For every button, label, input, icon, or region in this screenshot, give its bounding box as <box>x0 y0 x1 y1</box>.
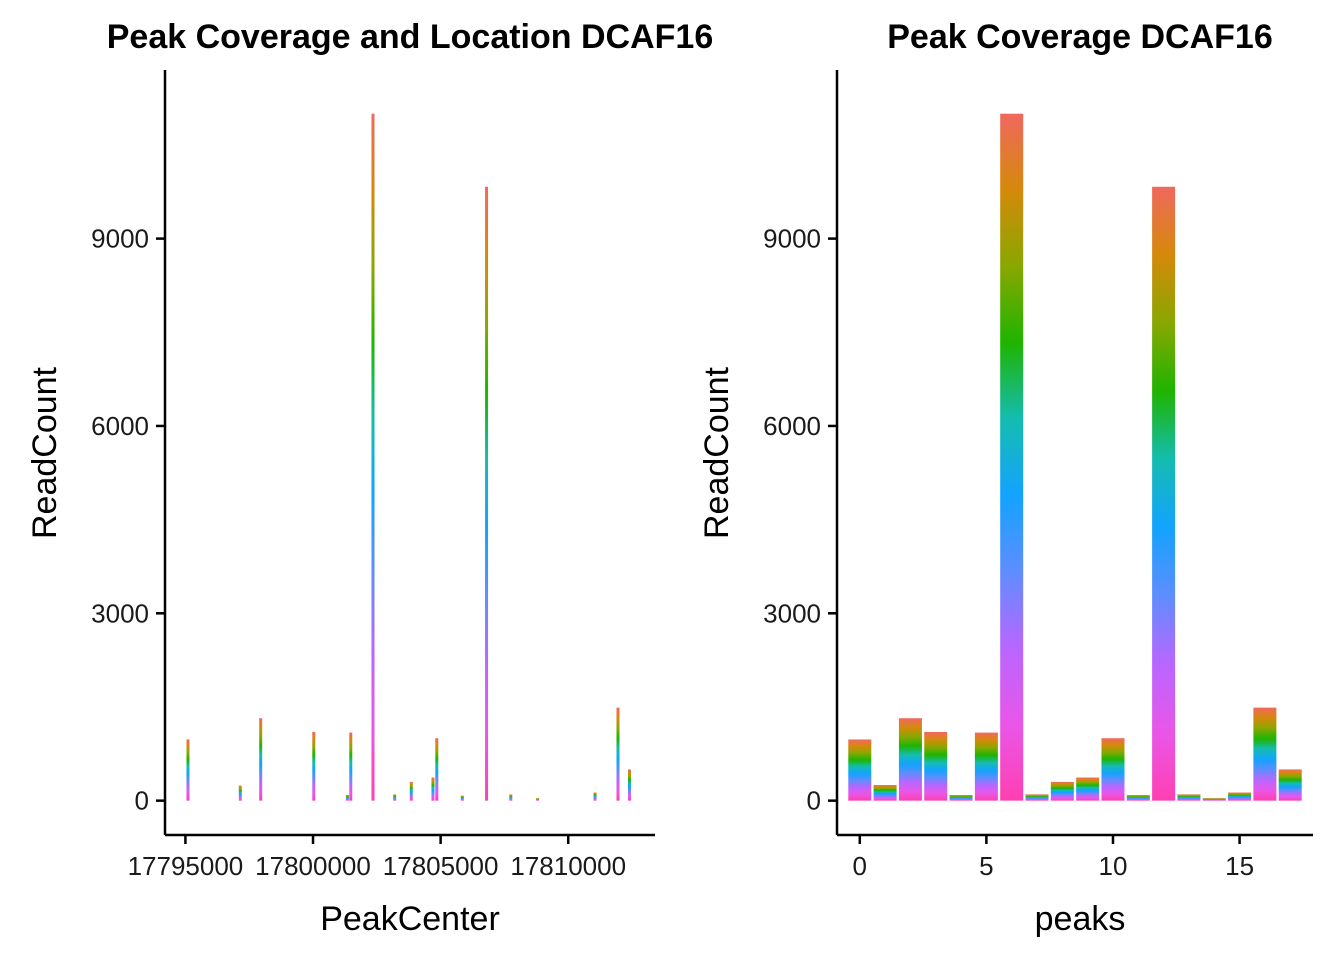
bar <box>974 732 998 801</box>
bar-group <box>848 113 1302 801</box>
bar <box>431 777 435 801</box>
x-axis-title: PeakCenter <box>320 900 500 938</box>
bar <box>1076 777 1100 801</box>
bar <box>593 792 597 801</box>
bar <box>627 769 631 801</box>
bar <box>949 795 973 801</box>
x-tick-label: 0 <box>853 851 867 881</box>
bar <box>898 718 922 801</box>
bar <box>509 794 513 801</box>
panel-peak-coverage: Peak Coverage DCAF16 peaks ReadCount 0 30… <box>698 18 1313 938</box>
bar <box>1000 113 1024 801</box>
axes: 0 3000 6000 9000 17795000 17800000 17805000 178… <box>91 70 655 881</box>
x-tick-label: 17805000 <box>383 851 499 881</box>
y-axis-title: ReadCount <box>26 366 64 539</box>
bar <box>1177 794 1201 801</box>
x-tick-label: 15 <box>1225 851 1254 881</box>
y-tick-label: 0 <box>807 786 821 816</box>
bar <box>371 113 375 801</box>
bar <box>1253 707 1277 801</box>
bar <box>873 785 897 801</box>
x-tick-label: 17800000 <box>255 851 371 881</box>
x-axis-title: peaks <box>1035 900 1126 938</box>
bar <box>1152 186 1176 801</box>
x-tick-label: 17810000 <box>510 851 626 881</box>
y-tick-label: 6000 <box>763 411 821 441</box>
y-tick-label: 0 <box>135 786 149 816</box>
bar <box>393 794 397 801</box>
panel-peak-coverage-location: Peak Coverage and Location DCAF16 PeakCe… <box>26 18 713 938</box>
bar <box>238 785 242 801</box>
chart-title: Peak Coverage DCAF16 <box>887 18 1273 56</box>
bar <box>460 795 464 801</box>
bar <box>848 739 872 801</box>
y-tick-label: 9000 <box>91 224 149 254</box>
bar <box>186 739 190 801</box>
bar <box>345 795 349 801</box>
bar <box>924 731 948 801</box>
bar <box>409 781 413 801</box>
y-tick-label: 3000 <box>763 598 821 628</box>
bar <box>1228 792 1252 801</box>
bar <box>1101 738 1125 801</box>
bar <box>616 707 620 801</box>
y-tick-label: 3000 <box>91 598 149 628</box>
bar <box>536 798 540 801</box>
bar <box>1202 798 1226 801</box>
bar <box>1025 794 1049 801</box>
bar <box>1050 781 1074 801</box>
bar <box>1126 795 1150 801</box>
bar-group <box>186 113 631 801</box>
x-tick-label: 17795000 <box>128 851 244 881</box>
y-axis-title: ReadCount <box>698 366 736 539</box>
bar <box>312 731 316 801</box>
x-tick-label: 5 <box>979 851 993 881</box>
bar <box>259 718 263 801</box>
chart-title: Peak Coverage and Location DCAF16 <box>107 18 714 56</box>
bar <box>485 186 489 801</box>
x-tick-label: 10 <box>1099 851 1128 881</box>
y-tick-label: 9000 <box>763 224 821 254</box>
bar <box>349 732 353 801</box>
y-tick-label: 6000 <box>91 411 149 441</box>
axes: 0 3000 6000 9000 0 5 10 15 <box>763 70 1313 881</box>
bar <box>435 738 439 801</box>
bar <box>1278 769 1302 801</box>
